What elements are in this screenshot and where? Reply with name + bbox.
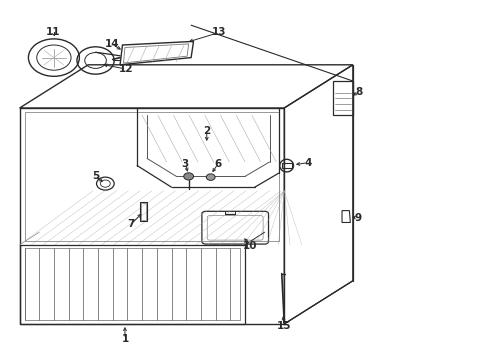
Text: 2: 2 (203, 126, 210, 136)
Text: 15: 15 (277, 321, 292, 331)
Text: 12: 12 (119, 64, 134, 74)
Text: 13: 13 (212, 27, 227, 37)
Text: 14: 14 (104, 39, 119, 49)
Text: 3: 3 (182, 159, 189, 169)
Circle shape (184, 173, 194, 180)
Text: 8: 8 (355, 87, 362, 97)
Text: 1: 1 (122, 334, 128, 344)
Text: 9: 9 (354, 213, 361, 223)
Text: 7: 7 (127, 219, 135, 229)
Text: 11: 11 (46, 27, 60, 37)
Text: 10: 10 (243, 240, 257, 251)
Text: 4: 4 (304, 158, 312, 168)
Text: 6: 6 (215, 159, 221, 169)
Circle shape (206, 174, 215, 180)
Text: 5: 5 (92, 171, 99, 181)
